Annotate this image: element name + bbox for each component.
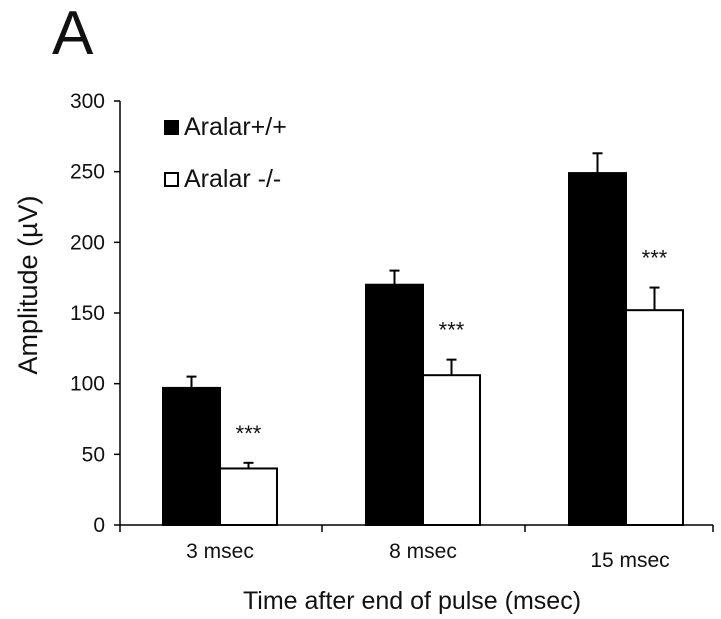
legend-label-knockout: Aralar -/- bbox=[184, 164, 282, 193]
legend-item-wild-type: Aralar+/+ bbox=[164, 112, 287, 142]
bar-wild-type bbox=[365, 283, 424, 526]
bar-knockout bbox=[625, 309, 684, 526]
legend-swatch-knockout bbox=[164, 171, 179, 187]
panel-label: A bbox=[52, 0, 94, 68]
x-tick-label: 15 msec bbox=[590, 549, 669, 572]
y-tick-label: 100 bbox=[70, 373, 105, 396]
y-tick-label: 300 bbox=[70, 90, 105, 113]
y-tick-label: 150 bbox=[70, 302, 105, 325]
legend: Aralar+/+ Aralar -/- bbox=[164, 112, 287, 216]
bar-wild-type bbox=[162, 386, 221, 527]
y-tick-label: 50 bbox=[82, 443, 105, 466]
significance-annotation: *** bbox=[439, 318, 465, 343]
y-axis-label: Amplitude (µV) bbox=[13, 195, 43, 374]
x-tick-label: 3 msec bbox=[186, 540, 254, 563]
significance-annotation: *** bbox=[642, 246, 668, 271]
bar-knockout bbox=[219, 467, 278, 527]
significance-annotation: *** bbox=[236, 421, 262, 446]
x-tick-label: 8 msec bbox=[389, 540, 457, 563]
legend-label-wild-type: Aralar+/+ bbox=[184, 112, 287, 141]
y-tick-label: 200 bbox=[70, 231, 105, 254]
y-tick-label: 0 bbox=[93, 514, 105, 537]
bar-wild-type bbox=[568, 172, 627, 527]
bar-knockout bbox=[422, 374, 481, 527]
legend-swatch-wild-type bbox=[164, 119, 179, 135]
y-tick-label: 250 bbox=[70, 161, 105, 184]
x-axis-label: Time after end of pulse (msec) bbox=[243, 587, 581, 615]
plot-area: 0 50 100 150 200 250 300 *** 3 msec *** 8 msec *** 1… bbox=[70, 90, 714, 572]
legend-item-knockout: Aralar -/- bbox=[164, 164, 287, 194]
